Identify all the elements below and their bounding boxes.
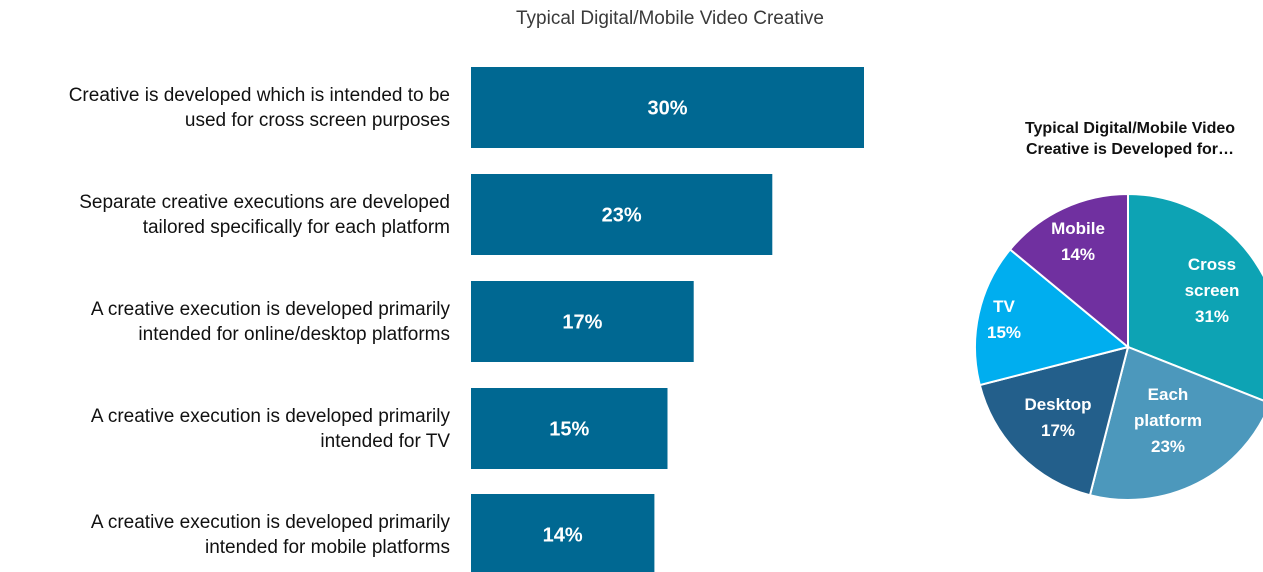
pie-title-line-2: Creative is Developed for… bbox=[1025, 141, 1235, 158]
bar-category-label-5: A creative execution is developed primar… bbox=[0, 510, 450, 560]
pie-slice-label-2-line-2: platform bbox=[1134, 411, 1202, 430]
pie-slice-4 bbox=[974, 248, 1131, 387]
bar-category-label-3: A creative execution is developed primar… bbox=[0, 297, 450, 347]
bar-category-label-1-line-1: Creative is developed which is intended … bbox=[68, 84, 450, 106]
bar-category-label-2-line-2: tailored specifically for each platform bbox=[142, 216, 450, 238]
bar-category-label-2: Separate creative executions are develop… bbox=[0, 190, 450, 240]
pie-slice-label-3-line-1: Desktop bbox=[1024, 395, 1091, 414]
pie-slice-label-4: TV 15% bbox=[987, 297, 1021, 342]
bar-2 bbox=[471, 174, 773, 255]
bar-category-label-4-line-1: A creative execution is developed primar… bbox=[90, 405, 450, 427]
bar-category-label-3-line-2: intended for online/desktop platforms bbox=[138, 323, 450, 345]
pie-slice-1 bbox=[1127, 192, 1263, 402]
bar-category-label-5-line-2: intended for mobile platforms bbox=[204, 536, 450, 558]
pie-slice-label-1-line-1: Cross bbox=[1188, 255, 1236, 274]
pie-slice-label-1: Cross screen 31% bbox=[1185, 255, 1240, 326]
bar-category-label-1-line-2: used for cross screen purposes bbox=[184, 109, 450, 131]
bar-value-label-1: 30% bbox=[647, 98, 687, 120]
pie-slice-label-3: Desktop 17% bbox=[1024, 395, 1091, 440]
bar-category-label-5-line-1: A creative execution is developed primar… bbox=[90, 511, 450, 533]
bar-value-label-5: 14% bbox=[543, 525, 583, 547]
pie-slice-5 bbox=[1008, 192, 1129, 350]
bar-category-label-4-line-2: intended for TV bbox=[320, 430, 450, 452]
pie-slice-label-2-line-1: Each bbox=[1148, 385, 1189, 404]
bar-value-label-4: 15% bbox=[549, 419, 589, 441]
pie-slice-label-4-line-2: 15% bbox=[987, 323, 1021, 342]
pie-slice-label-4-line-1: TV bbox=[993, 297, 1015, 316]
bar-chart-title: Typical Digital/Mobile Video Creative bbox=[515, 8, 825, 29]
bar-category-label-4: A creative execution is developed primar… bbox=[0, 404, 450, 454]
pie-slice-label-2: Each platform 23% bbox=[1134, 385, 1202, 456]
pie-slice-2 bbox=[1088, 345, 1263, 501]
pie-title-line-1: Typical Digital/Mobile Video bbox=[1024, 120, 1236, 137]
bar-value-label-3: 17% bbox=[562, 312, 602, 334]
bar-category-label-2-line-1: Separate creative executions are develop… bbox=[79, 191, 450, 213]
pie-slice-label-1-line-3: 31% bbox=[1195, 307, 1229, 326]
pie-slice-3 bbox=[978, 345, 1130, 497]
pie-slice-label-5-line-1: Mobile bbox=[1051, 219, 1105, 238]
bar-category-label-3-line-1: A creative execution is developed primar… bbox=[90, 298, 450, 320]
bar-5 bbox=[471, 494, 655, 572]
pie-chart-title: Typical Digital/Mobile Video Creative is… bbox=[985, 118, 1263, 160]
pie-slice-label-5: Mobile 14% bbox=[1051, 219, 1105, 264]
bar-value-label-2: 23% bbox=[602, 205, 642, 227]
bar-3 bbox=[471, 281, 694, 362]
bar-category-label-1: Creative is developed which is intended … bbox=[0, 83, 450, 133]
pie-slice-label-1-line-2: screen bbox=[1185, 281, 1240, 300]
pie-slice-label-2-line-3: 23% bbox=[1151, 437, 1185, 456]
bar-4 bbox=[471, 388, 668, 469]
bar-1 bbox=[471, 67, 864, 148]
pie-slice-label-5-line-2: 14% bbox=[1061, 245, 1095, 264]
pie-slice-label-3-line-2: 17% bbox=[1041, 421, 1075, 440]
